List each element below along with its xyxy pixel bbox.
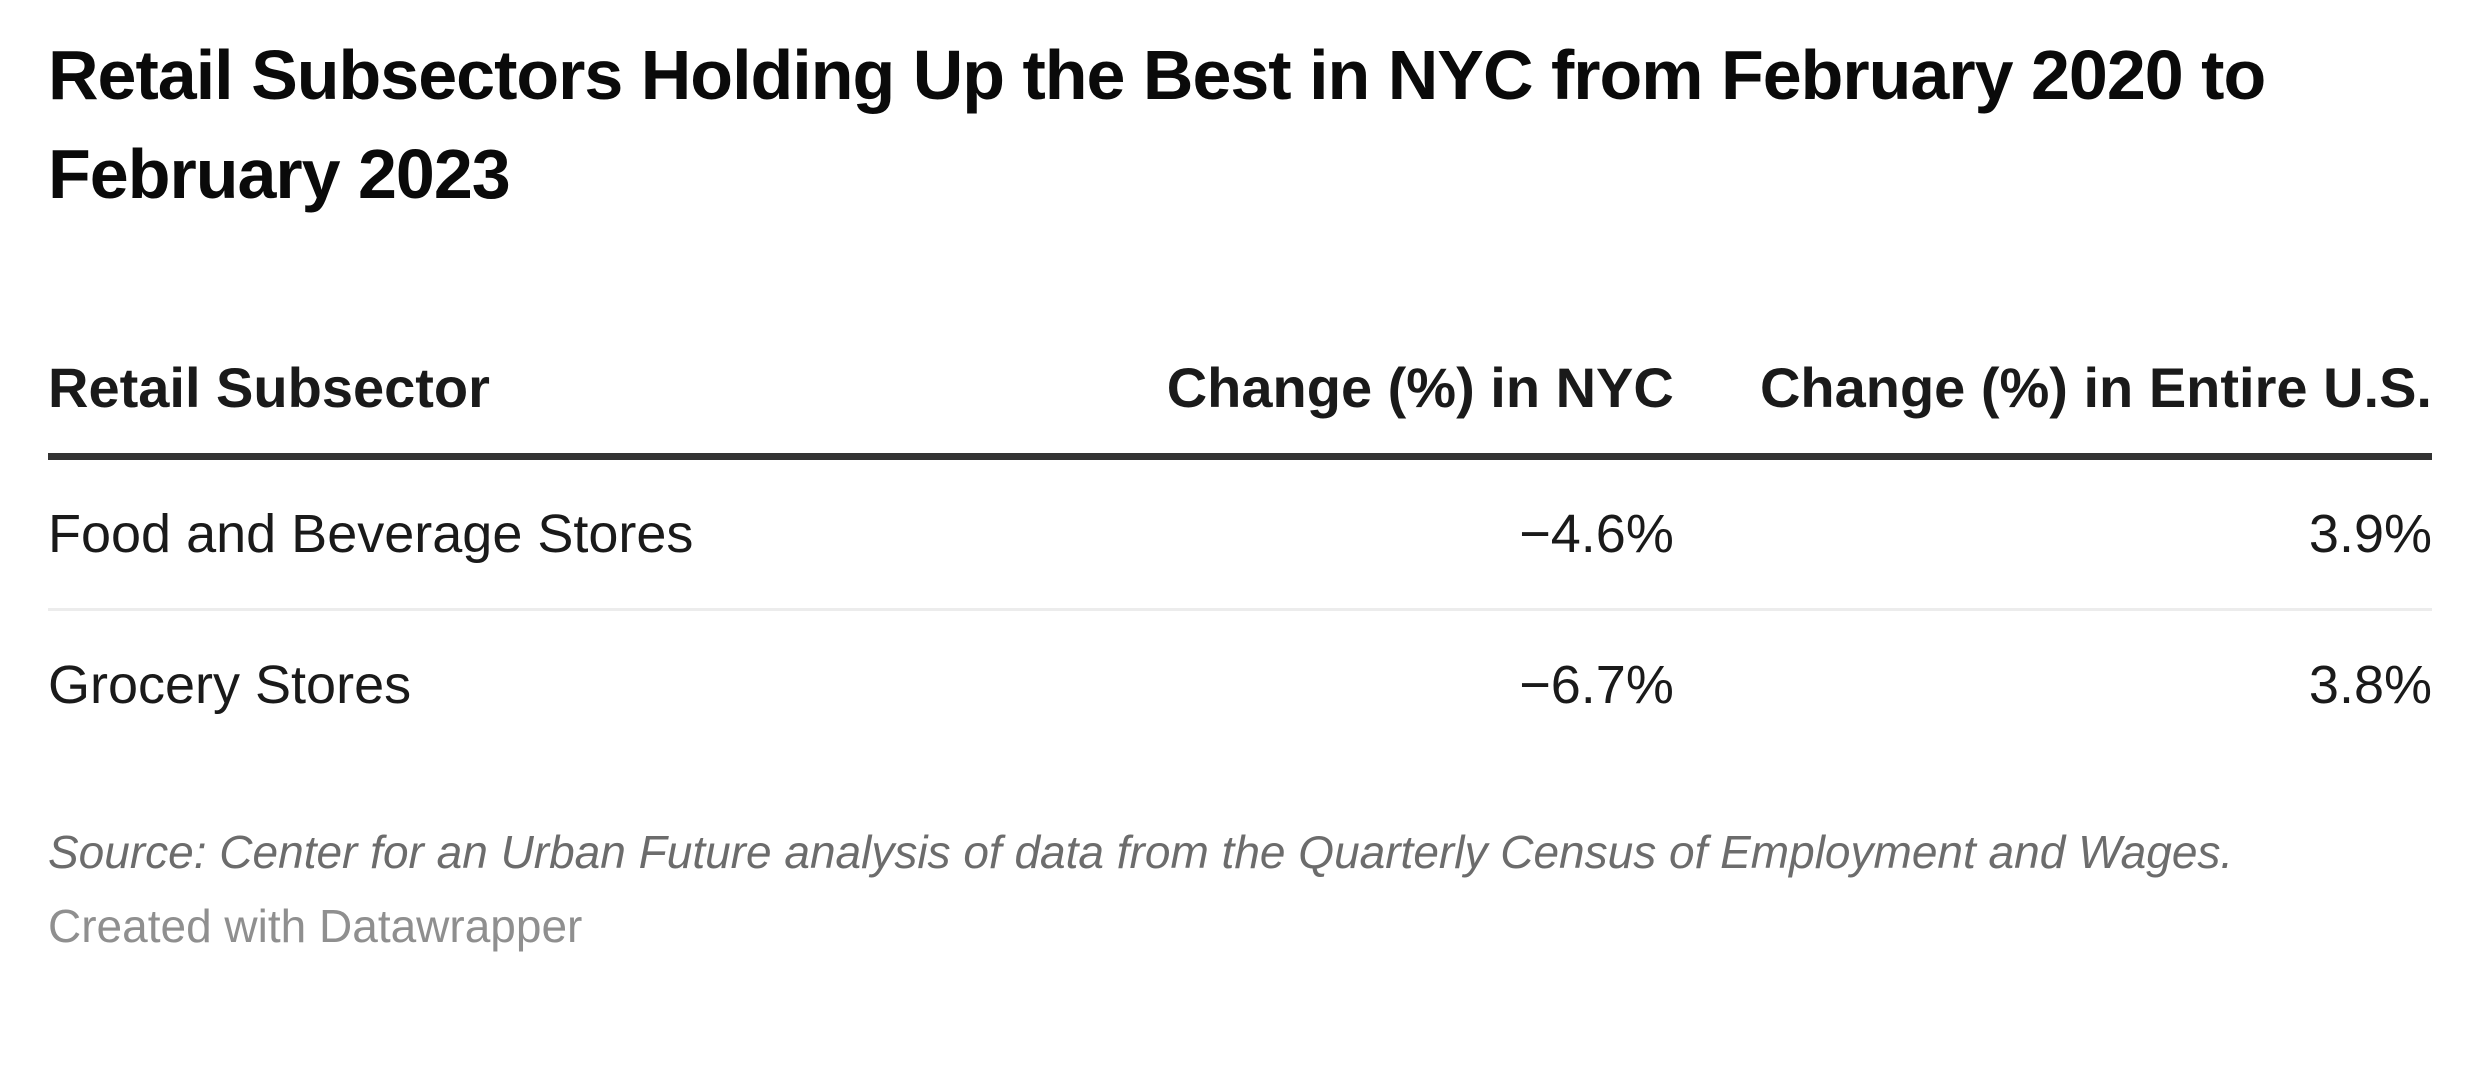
cell-change-us: 3.8% (2308, 654, 2432, 715)
table-body: Food and Beverage Stores −4.6% 3.9% Groc… (48, 456, 2432, 759)
column-header-retail-subsector: Retail Subsector (48, 354, 954, 460)
table-row: Grocery Stores −6.7% 3.8% (48, 609, 2432, 759)
table-header: Retail Subsector Change (%) in NYC Chang… (48, 354, 2432, 460)
column-header-change-nyc: Change (%) in NYC (953, 354, 1674, 460)
cell-subsector: Grocery Stores (48, 654, 412, 715)
column-header-change-us: Change (%) in Entire U.S. (1673, 354, 2432, 460)
chart-title: Retail Subsectors Holding Up the Best in… (48, 36, 2266, 214)
created-with-datawrapper: Created with Datawrapper (48, 900, 583, 953)
chart-container: Retail Subsectors Holding Up the Best in… (48, 36, 2432, 957)
source-note: Source: Center for an Urban Future analy… (48, 825, 2234, 878)
chart-footer: Source: Center for an Urban Future analy… (48, 821, 2432, 957)
data-table: Retail Subsector Change (%) in NYC Chang… (48, 354, 2432, 759)
table-header-row: Retail Subsector Change (%) in NYC Chang… (48, 354, 2432, 460)
table-row: Food and Beverage Stores −4.6% 3.9% (48, 456, 2432, 611)
cell-subsector: Food and Beverage Stores (48, 456, 954, 611)
cell-change-nyc: −6.7% (1519, 654, 1674, 715)
cell-change-us: 3.9% (1673, 456, 2432, 611)
cell-change-nyc: −4.6% (953, 456, 1674, 611)
